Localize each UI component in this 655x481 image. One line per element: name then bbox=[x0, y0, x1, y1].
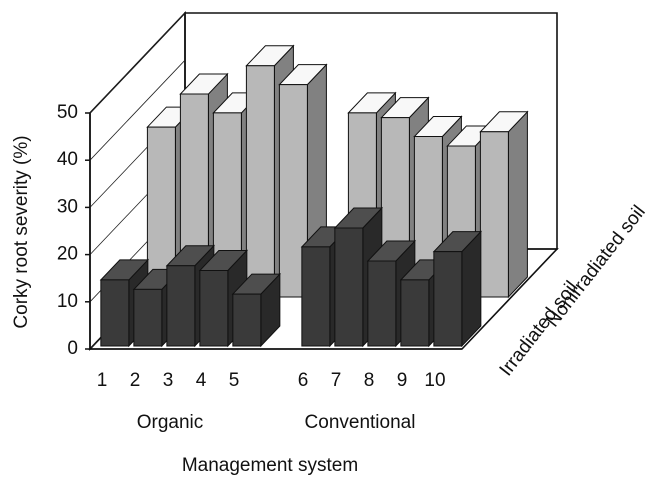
x-tick-label: 6 bbox=[298, 370, 309, 391]
grid-line bbox=[89, 59, 186, 161]
x-tick-label: 9 bbox=[397, 370, 408, 391]
x-tick-label: 4 bbox=[196, 370, 207, 391]
y-tick-label: 30 bbox=[57, 196, 78, 217]
bar-side bbox=[507, 110, 528, 299]
y-tick-label: 10 bbox=[57, 291, 78, 312]
x-tick-label: 2 bbox=[130, 370, 141, 391]
bar-front bbox=[367, 260, 397, 347]
bar-front bbox=[334, 227, 364, 347]
x-tick-label: 3 bbox=[163, 370, 174, 391]
bar-front bbox=[245, 65, 275, 298]
group-label: Conventional bbox=[305, 412, 416, 433]
x-tick-label: 8 bbox=[364, 370, 375, 391]
y-tick-label: 50 bbox=[57, 102, 78, 123]
bar-front bbox=[301, 246, 331, 347]
bar-front bbox=[133, 288, 163, 347]
bar-front bbox=[199, 269, 229, 347]
x-axis-title: Management system bbox=[182, 455, 358, 476]
x-tick-label: 1 bbox=[97, 370, 108, 391]
x-tick-label: 7 bbox=[331, 370, 342, 391]
bar-front bbox=[278, 84, 308, 298]
y-axis-title: Corky root severity (%) bbox=[11, 135, 32, 328]
bar bbox=[479, 110, 529, 299]
bar bbox=[432, 230, 483, 348]
grid-line bbox=[89, 12, 186, 114]
x-tick-label: 5 bbox=[229, 370, 240, 391]
y-tick-label: 40 bbox=[57, 149, 78, 170]
bar bbox=[231, 272, 282, 348]
bar-front bbox=[433, 251, 463, 347]
legend-label: Nonirradiated soil bbox=[542, 202, 650, 331]
bar-front bbox=[400, 279, 430, 347]
bar-front bbox=[479, 131, 509, 298]
bar-front bbox=[232, 293, 262, 347]
group-label: Organic bbox=[137, 412, 204, 433]
y-tick-label: 0 bbox=[67, 338, 78, 359]
bar-front bbox=[166, 265, 196, 347]
x-tick-label: 10 bbox=[424, 370, 445, 391]
y-tick-label: 20 bbox=[57, 244, 78, 265]
bar-front bbox=[100, 279, 130, 347]
